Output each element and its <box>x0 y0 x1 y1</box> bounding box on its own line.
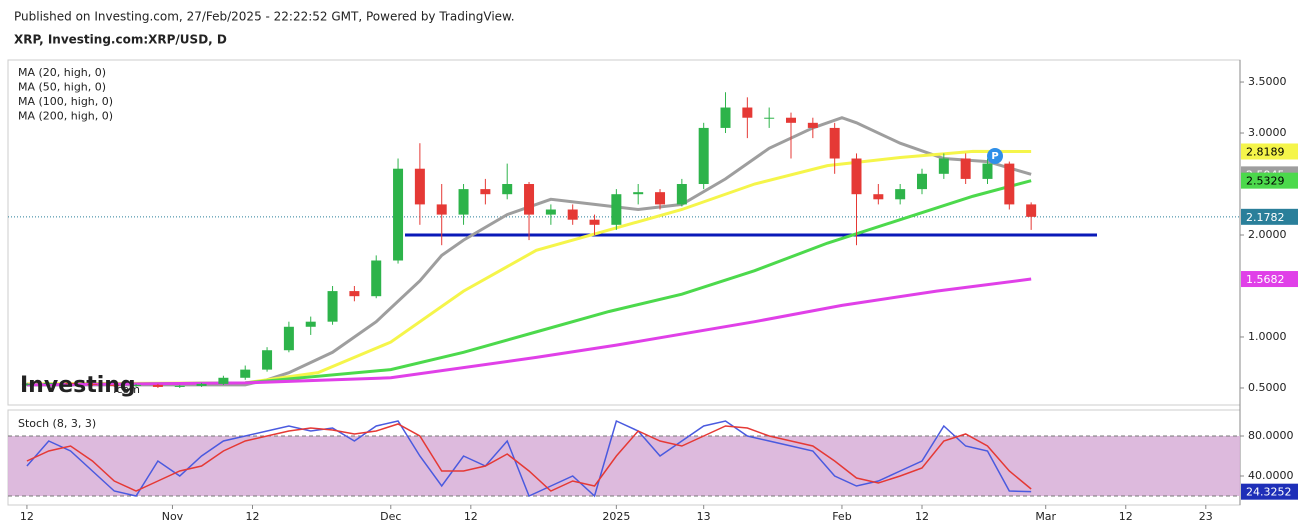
candle-body <box>916 173 927 190</box>
legend-entry: MA (100, high, 0) <box>18 95 113 108</box>
candle-body <box>196 383 207 386</box>
candle-body <box>371 260 382 297</box>
logo-suffix: .com <box>113 383 140 396</box>
candle-body <box>1026 204 1037 217</box>
y-tick-label: 80.0000 <box>1248 429 1294 442</box>
x-tick-label: 12 <box>915 510 929 523</box>
candle-body <box>807 122 818 128</box>
candle-body <box>851 158 862 195</box>
candle-body <box>698 127 709 185</box>
candle-body <box>524 184 535 215</box>
candle-body <box>218 377 229 384</box>
y-tick-label: 40.0000 <box>1248 469 1294 482</box>
candle-body <box>458 189 469 215</box>
candle-body <box>436 204 447 215</box>
x-tick-label: 23 <box>1199 510 1213 523</box>
plot: 0.5000 1.0000 2.0000 3.0000 3.5000 MA (20, hi… <box>8 66 1298 523</box>
x-tick-label: 12 <box>20 510 34 523</box>
stoch-band <box>8 436 1240 496</box>
y-tick-label: 0.5000 <box>1248 381 1287 394</box>
x-tick-label: 13 <box>697 510 711 523</box>
ma-line <box>26 277 1032 387</box>
x-tick-label: 12 <box>246 510 260 523</box>
candle-body <box>21 383 32 385</box>
candle-body <box>567 209 578 220</box>
candle-body <box>480 189 491 195</box>
x-tick-label: 12 <box>1119 510 1133 523</box>
candle-body <box>87 383 98 385</box>
pane-title: Stoch (8, 3, 3) <box>18 417 96 430</box>
candle-body <box>262 350 273 370</box>
candle-body <box>327 291 338 322</box>
value-box <box>1241 271 1298 288</box>
candle-body <box>829 127 840 159</box>
value-box <box>1241 208 1298 225</box>
legend-entry: MA (200, high, 0) <box>18 110 113 123</box>
candle-body <box>152 384 163 387</box>
x-tick-label: 2025 <box>602 510 630 523</box>
candle-body <box>633 192 644 195</box>
candle-body <box>960 158 971 179</box>
legend-entry: MA (20, high, 0) <box>18 66 106 79</box>
candle-body <box>938 158 949 174</box>
candle-body <box>393 168 404 261</box>
candle-body <box>305 321 316 327</box>
event-icon-letter: P <box>991 151 998 162</box>
candle-body <box>240 369 251 378</box>
value-box-label: 2.8189 <box>1246 145 1285 158</box>
candle-body <box>174 385 185 387</box>
candle-body <box>109 384 120 386</box>
logo: Investing <box>20 373 136 398</box>
ma-line <box>26 179 1032 387</box>
x-tick-label: Mar <box>1035 510 1056 523</box>
candle-body <box>764 117 775 119</box>
candle-body <box>895 189 906 200</box>
x-tick-label: Dec <box>380 510 401 523</box>
candle-body <box>545 209 556 215</box>
symbol: XRP, Investing.com:XRP/USD, D <box>14 33 227 47</box>
event-icon[interactable] <box>987 148 1003 164</box>
value-box <box>1241 483 1298 500</box>
candle-body <box>65 382 76 384</box>
candle-body <box>720 107 731 128</box>
candle-body <box>43 382 54 384</box>
candle-body <box>589 219 600 225</box>
candle-body <box>414 168 425 205</box>
candle-body <box>873 194 884 200</box>
value-box-label: 2.5329 <box>1246 175 1285 188</box>
ma-line <box>26 149 1032 386</box>
candle-body <box>283 326 294 351</box>
candle-body <box>1004 163 1015 205</box>
y-tick-label: 3.5000 <box>1248 75 1287 88</box>
candle-body <box>655 192 666 205</box>
candle-body <box>676 184 687 205</box>
y-tick-label: 2.0000 <box>1248 228 1287 241</box>
y-tick-label: 1.0000 <box>1248 330 1287 343</box>
candle-body <box>742 107 753 118</box>
legend-entry: MA (50, high, 0) <box>18 81 106 94</box>
x-tick-label: Feb <box>832 510 851 523</box>
value-box-label: 24.3252 <box>1246 486 1292 499</box>
candle-body <box>786 117 797 123</box>
candle-body <box>131 384 142 386</box>
x-tick-label: 12 <box>464 510 478 523</box>
candle-body <box>611 194 622 225</box>
y-tick-label: 3.0000 <box>1248 126 1287 139</box>
published-note: Published on Investing.com, 27/Feb/2025 … <box>14 10 515 24</box>
candle-body <box>349 291 360 297</box>
x-tick-label: Nov <box>162 510 184 523</box>
stoch-line <box>26 419 1032 498</box>
value-box-label: 1.5682 <box>1246 273 1285 286</box>
value-box <box>1241 143 1298 160</box>
ma-line <box>26 116 1032 387</box>
candle-body <box>982 163 993 179</box>
stoch-line <box>26 423 1032 492</box>
value-box-label: 2.1782 <box>1246 211 1285 224</box>
value-box <box>1241 172 1298 189</box>
candle-body <box>502 184 513 195</box>
